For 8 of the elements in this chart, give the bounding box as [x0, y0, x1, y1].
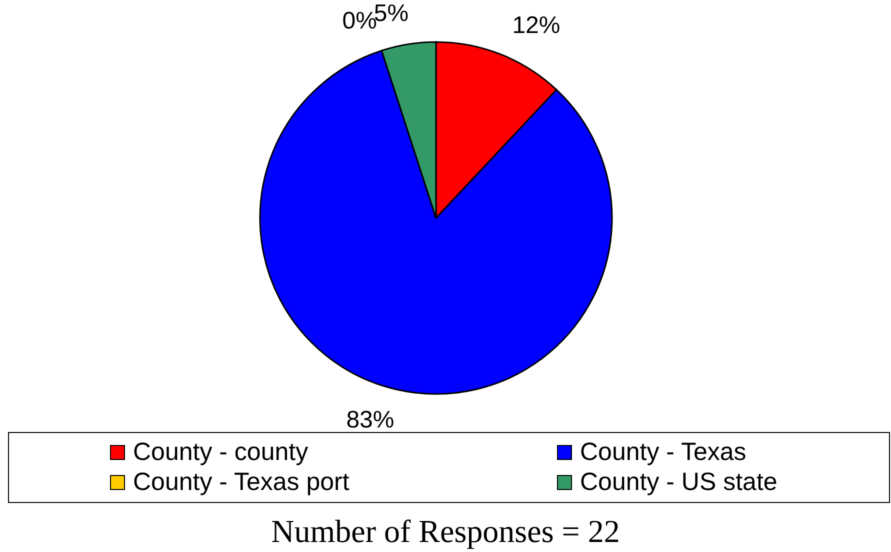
legend-label: County - US state — [580, 468, 778, 497]
text: Number of Responses = 22 — [270, 513, 621, 549]
legend-label: County - county — [133, 438, 308, 467]
text: 0% — [342, 8, 377, 35]
legend-label: County - Texas — [580, 438, 746, 467]
data-label: 83% — [346, 406, 394, 434]
legend-label: County - Texas port — [133, 468, 350, 497]
data-label: 12% — [512, 12, 560, 40]
